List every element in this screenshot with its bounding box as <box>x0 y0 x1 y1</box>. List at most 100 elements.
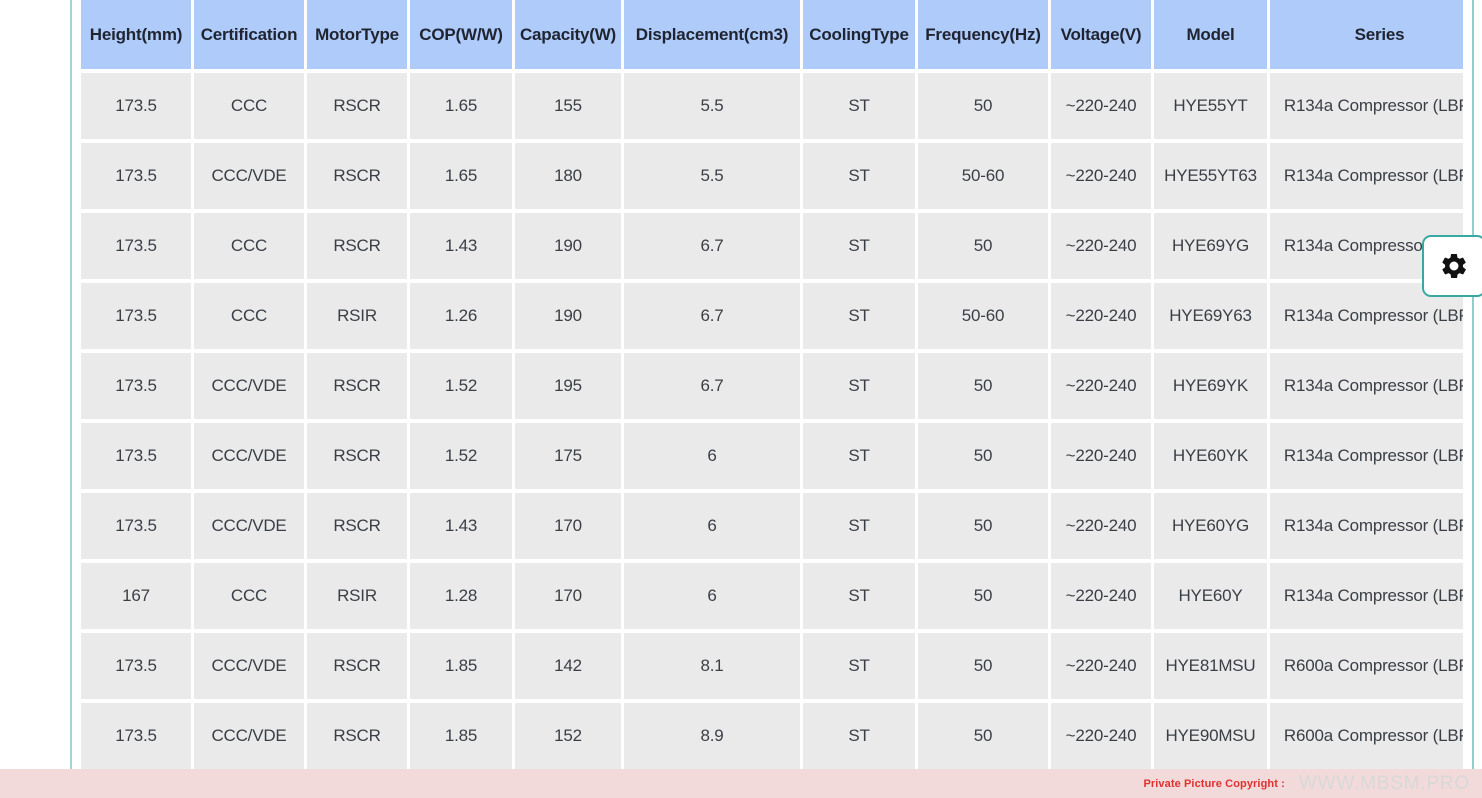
table-cell: 6.7 <box>624 283 800 349</box>
table-cell: 173.5 <box>81 283 191 349</box>
table-cell: HYE60YK <box>1154 423 1267 489</box>
column-header[interactable]: Certification <box>194 0 304 69</box>
copyright-label: Private Picture Copyright : <box>1143 777 1285 790</box>
table-cell: ~220-240 <box>1051 283 1151 349</box>
table-cell: ST <box>803 143 915 209</box>
table-cell: ST <box>803 563 915 629</box>
table-row: 173.5 CCC RSIR 1.26 190 6.7 ST 50-60 ~220-240 HYE… <box>81 283 1463 349</box>
table-cell: 50-60 <box>918 143 1048 209</box>
table-header: Height(mm) Certification MotorType COP(W/W)… <box>81 0 1463 69</box>
column-header[interactable]: Capacity(W) <box>515 0 621 69</box>
table-cell: 1.28 <box>410 563 512 629</box>
table-cell: CCC/VDE <box>194 703 304 769</box>
table-row: 173.5 CCC/VDE RSCR 1.65 180 5.5 ST 50-60 ~220-24… <box>81 143 1463 209</box>
table-cell: ST <box>803 703 915 769</box>
table-cell: RSCR <box>307 73 407 139</box>
table-cell: CCC/VDE <box>194 143 304 209</box>
table-cell: ~220-240 <box>1051 73 1151 139</box>
column-header[interactable]: Displacement(cm3) <box>624 0 800 69</box>
table-cell: 6 <box>624 423 800 489</box>
table-cell: 167 <box>81 563 191 629</box>
table-cell: 50 <box>918 633 1048 699</box>
table-cell: 173.5 <box>81 703 191 769</box>
table-cell: 1.43 <box>410 213 512 279</box>
table-cell: RSCR <box>307 703 407 769</box>
table-cell: 6.7 <box>624 353 800 419</box>
table-cell: 175 <box>515 423 621 489</box>
table-cell: ST <box>803 423 915 489</box>
table-cell: R600a Compressor (LBP) <box>1270 633 1463 699</box>
table-cell: ST <box>803 633 915 699</box>
table-cell: R134a Compressor (LBP) <box>1270 143 1463 209</box>
table-cell: 1.43 <box>410 493 512 559</box>
compressor-spec-table: Height(mm) Certification MotorType COP(W/W)… <box>81 0 1463 769</box>
table-row: 173.5 CCC/VDE RSCR 1.85 152 8.9 ST 50 ~220-240 HY… <box>81 703 1463 769</box>
right-edge-rule <box>1472 0 1474 769</box>
table-cell: RSCR <box>307 143 407 209</box>
table-cell: ST <box>803 283 915 349</box>
table-cell: RSCR <box>307 423 407 489</box>
table-cell: 6.7 <box>624 213 800 279</box>
table-cell: 50 <box>918 423 1048 489</box>
table-cell: 50 <box>918 563 1048 629</box>
table-cell: 8.9 <box>624 703 800 769</box>
table-cell: 195 <box>515 353 621 419</box>
column-header[interactable]: Model <box>1154 0 1267 69</box>
table-cell: 152 <box>515 703 621 769</box>
table-body: 173.5 CCC RSCR 1.65 155 5.5 ST 50 ~220-240 HYE55Y… <box>81 73 1463 769</box>
table-cell: HYE60YG <box>1154 493 1267 559</box>
table-cell: ST <box>803 493 915 559</box>
table-row: 173.5 CCC/VDE RSCR 1.52 175 6 ST 50 ~220-240 HYE6… <box>81 423 1463 489</box>
column-header[interactable]: CoolingType <box>803 0 915 69</box>
table-cell: ~220-240 <box>1051 703 1151 769</box>
column-header[interactable]: Frequency(Hz) <box>918 0 1048 69</box>
table-cell: RSCR <box>307 353 407 419</box>
table-cell: 50 <box>918 73 1048 139</box>
table-cell: 50 <box>918 493 1048 559</box>
table-cell: ~220-240 <box>1051 143 1151 209</box>
table-cell: 180 <box>515 143 621 209</box>
table-cell: HYE60Y <box>1154 563 1267 629</box>
table-row: 167 CCC RSIR 1.28 170 6 ST 50 ~220-240 HYE60Y R134… <box>81 563 1463 629</box>
column-header[interactable]: Series <box>1270 0 1463 69</box>
column-header[interactable]: Voltage(V) <box>1051 0 1151 69</box>
table-cell: RSIR <box>307 283 407 349</box>
table-cell: R134a Compressor (LBP) <box>1270 73 1463 139</box>
table-cell: CCC/VDE <box>194 353 304 419</box>
table-cell: R600a Compressor (LBP) <box>1270 703 1463 769</box>
table-cell: ~220-240 <box>1051 493 1151 559</box>
table-cell: 155 <box>515 73 621 139</box>
table-cell: HYE69Y63 <box>1154 283 1267 349</box>
table-cell: 1.85 <box>410 703 512 769</box>
table-cell: 173.5 <box>81 633 191 699</box>
table-cell: 190 <box>515 283 621 349</box>
table-cell: 6 <box>624 493 800 559</box>
table-cell: 1.65 <box>410 143 512 209</box>
table-row: 173.5 CCC/VDE RSCR 1.43 170 6 ST 50 ~220-240 HYE6… <box>81 493 1463 559</box>
settings-gear-button[interactable] <box>1422 235 1482 297</box>
table-cell: 1.85 <box>410 633 512 699</box>
table-cell: R134a Compressor (LBP) <box>1270 353 1463 419</box>
table-cell: ST <box>803 353 915 419</box>
table-cell: 1.65 <box>410 73 512 139</box>
table-cell: CCC <box>194 283 304 349</box>
table-cell: R134a Compressor (LBP) <box>1270 493 1463 559</box>
table-cell: 173.5 <box>81 73 191 139</box>
column-header[interactable]: Height(mm) <box>81 0 191 69</box>
table-cell: 5.5 <box>624 143 800 209</box>
table-cell: RSIR <box>307 563 407 629</box>
table-cell: ~220-240 <box>1051 423 1151 489</box>
table-cell: 173.5 <box>81 143 191 209</box>
table-cell: ST <box>803 73 915 139</box>
site-watermark: WWW.MBSM.PRO <box>1298 772 1470 794</box>
table-cell: ~220-240 <box>1051 353 1151 419</box>
table-row: 173.5 CCC/VDE RSCR 1.85 142 8.1 ST 50 ~220-240 HY… <box>81 633 1463 699</box>
table-cell: HYE55YT <box>1154 73 1267 139</box>
watermark-footer: Private Picture Copyright : WWW.MBSM.PRO <box>0 769 1482 798</box>
table-cell: 5.5 <box>624 73 800 139</box>
table-cell: R134a Compressor (LBP) <box>1270 563 1463 629</box>
table-cell: HYE69YK <box>1154 353 1267 419</box>
table-cell: CCC/VDE <box>194 493 304 559</box>
column-header[interactable]: COP(W/W) <box>410 0 512 69</box>
column-header[interactable]: MotorType <box>307 0 407 69</box>
